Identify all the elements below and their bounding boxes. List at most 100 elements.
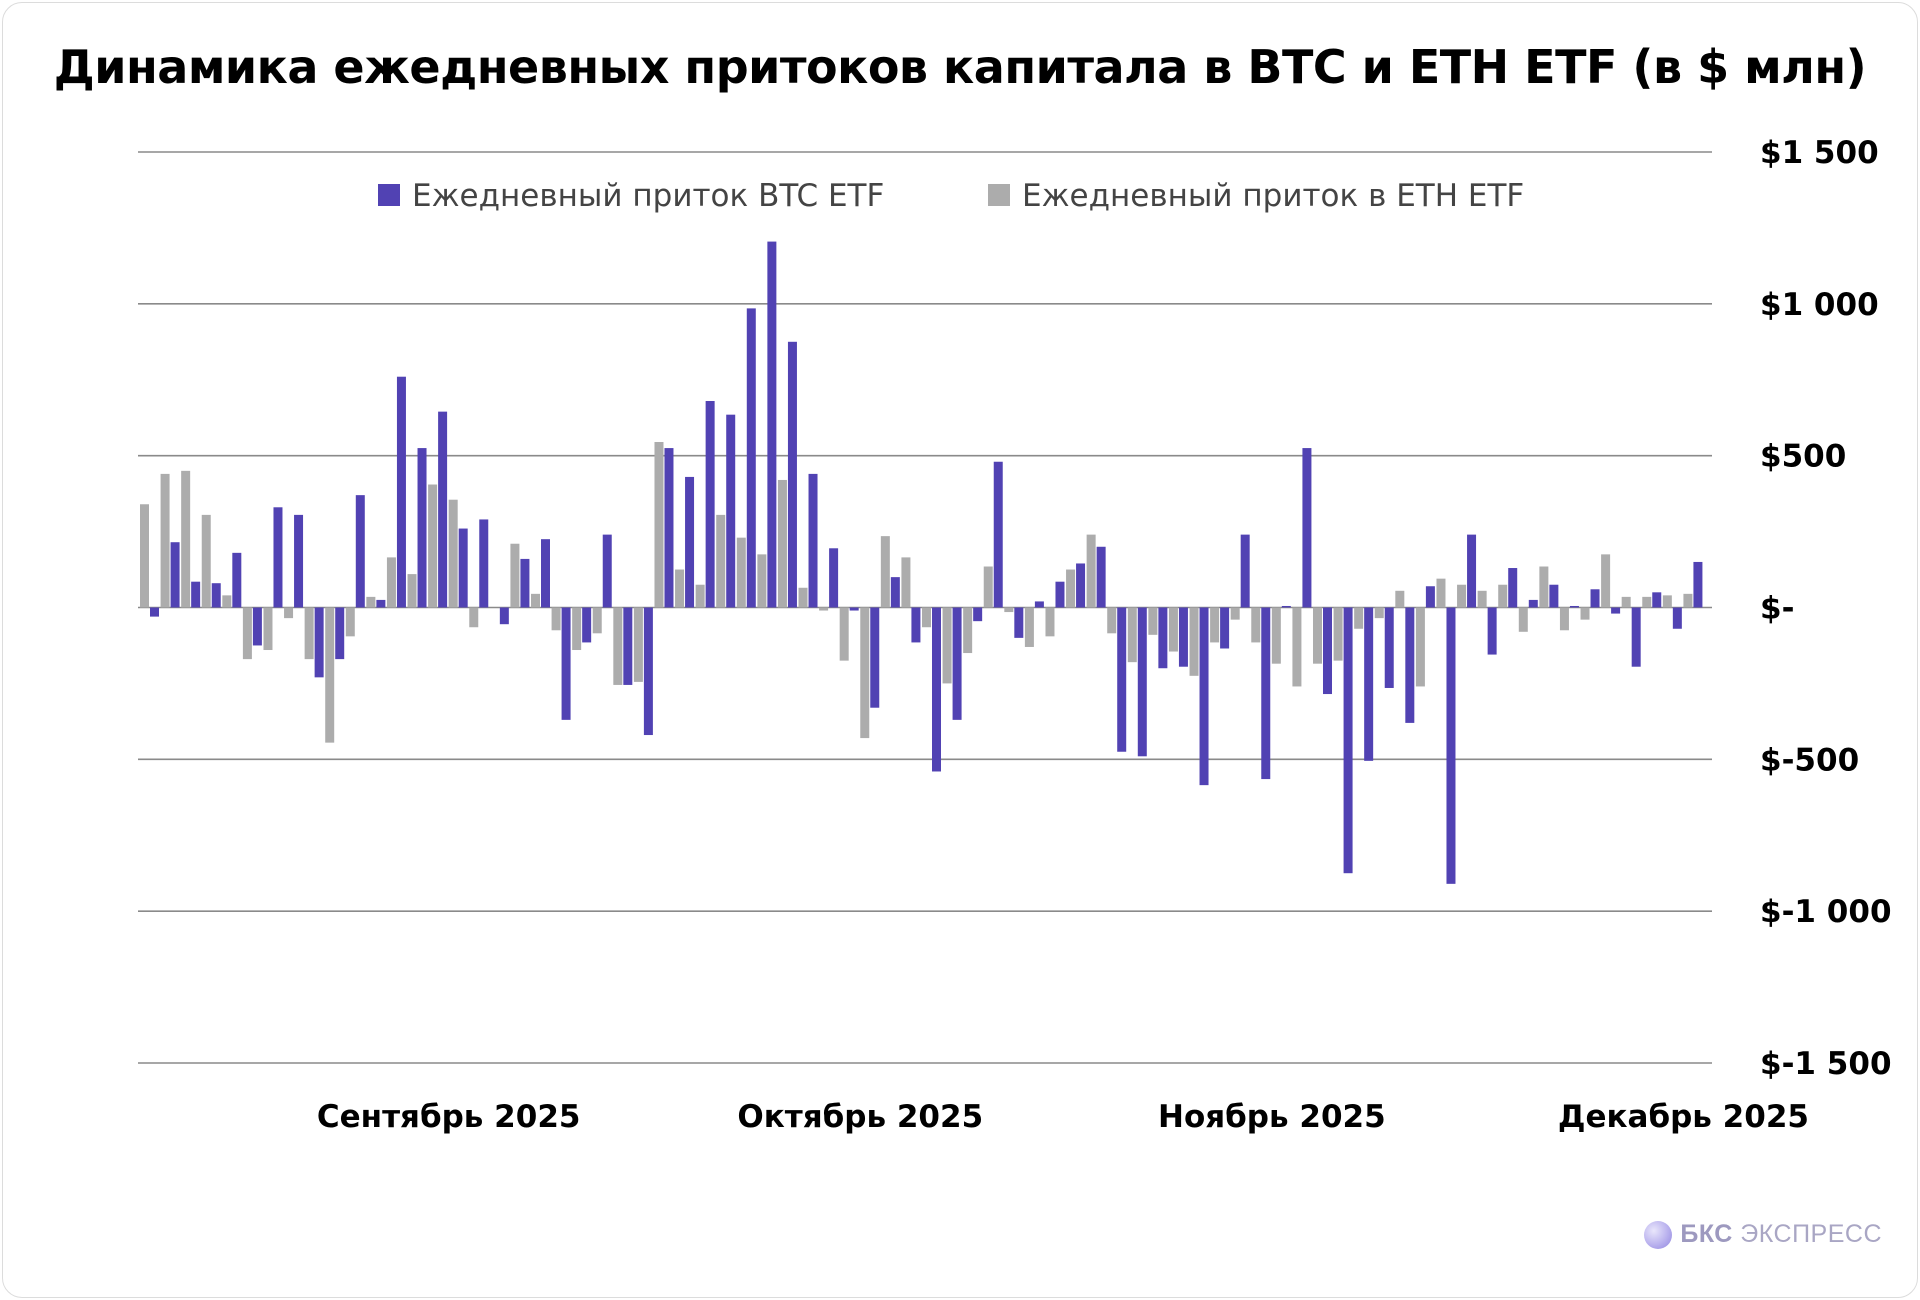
eth-bar: [1477, 590, 1487, 608]
btc-bar: [1178, 607, 1188, 667]
btc-bar: [376, 599, 386, 608]
eth-bar: [633, 607, 643, 682]
btc-bar: [1158, 607, 1168, 669]
btc-bar: [520, 558, 530, 608]
eth-bar: [1148, 607, 1158, 635]
btc-bar: [1446, 607, 1456, 884]
eth-bar: [736, 537, 746, 608]
btc-bar: [582, 607, 592, 643]
y-tick-label: $1 000: [1760, 287, 1879, 323]
eth-bar: [675, 569, 685, 608]
btc-bar: [541, 539, 550, 608]
btc-bar: [602, 534, 612, 608]
eth-bar: [860, 607, 870, 739]
eth-bar: [1168, 607, 1178, 652]
btc-bar: [1672, 607, 1682, 629]
x-tick-label: Сентябрь 2025: [317, 1099, 581, 1135]
y-tick-label: $1 500: [1760, 135, 1879, 171]
eth-bar: [1292, 607, 1302, 687]
btc-bar: [499, 607, 509, 625]
btc-bar: [561, 607, 571, 720]
eth-bar: [1210, 607, 1220, 643]
eth-bar: [880, 536, 890, 608]
eth-bar: [1415, 607, 1425, 687]
eth-bar: [983, 566, 993, 608]
btc-bar: [294, 514, 304, 608]
eth-bar: [1313, 607, 1322, 664]
btc-bar: [355, 495, 365, 608]
btc-bar: [829, 548, 839, 608]
eth-bar: [572, 607, 582, 651]
btc-bar: [479, 519, 489, 608]
btc-bar: [993, 461, 1003, 608]
btc-bar: [1137, 607, 1147, 757]
btc-bar: [1117, 607, 1127, 752]
btc-bar: [643, 607, 653, 736]
btc-bar: [1611, 607, 1621, 614]
btc-bar: [1199, 607, 1209, 786]
btc-bar: [1302, 448, 1312, 608]
legend-eth-swatch: [988, 184, 1010, 206]
y-tick-label: $500: [1760, 439, 1846, 475]
legend-btc-label: Ежедневный приток BTC ETF: [412, 178, 884, 214]
btc-bar: [1096, 546, 1106, 608]
eth-bar: [201, 514, 211, 608]
eth-bar: [1271, 607, 1281, 664]
eth-bar: [284, 607, 294, 619]
btc-bar: [767, 241, 777, 608]
btc-bar: [1323, 607, 1332, 695]
eth-bar: [654, 442, 664, 608]
eth-bar: [345, 607, 355, 637]
btc-bar: [746, 308, 756, 608]
btc-bar: [1528, 599, 1538, 608]
eth-bar: [716, 514, 726, 608]
eth-bar: [1004, 607, 1014, 613]
eth-bar: [1457, 584, 1467, 608]
brand-logo: БКС ЭКСПРЕСС: [1644, 1220, 1882, 1249]
btc-bar: [417, 448, 427, 608]
eth-bar: [222, 595, 232, 608]
eth-bar: [1436, 578, 1446, 608]
btc-bar: [1405, 607, 1415, 723]
chart-title: Динамика ежедневных притоков капитала в …: [53, 40, 1867, 94]
eth-bar: [181, 470, 191, 608]
eth-bar: [325, 607, 335, 743]
btc-bar: [1425, 586, 1435, 608]
btc-bar: [438, 411, 448, 608]
btc-bar: [1076, 563, 1086, 608]
btc-bar: [1549, 584, 1559, 608]
btc-bar: [932, 607, 941, 772]
eth-bar: [798, 587, 808, 608]
btc-bar: [335, 607, 345, 660]
eth-bar: [1189, 607, 1199, 676]
y-tick-label: $-1 500: [1760, 1046, 1892, 1082]
x-tick-label: Октябрь 2025: [737, 1099, 983, 1135]
btc-bar: [1487, 607, 1497, 655]
btc-bar: [150, 607, 159, 617]
eth-bar: [1601, 554, 1611, 608]
logo-brand: БКС: [1680, 1220, 1733, 1248]
eth-bar: [592, 607, 602, 634]
eth-bar: [1024, 607, 1034, 647]
eth-bar: [1127, 607, 1137, 663]
btc-bar: [211, 583, 221, 608]
eth-bar: [531, 593, 540, 608]
eth-bar: [448, 499, 458, 608]
eth-bar: [1395, 590, 1405, 608]
eth-bar: [819, 607, 829, 611]
btc-bar: [849, 607, 859, 611]
btc-bar: [170, 542, 180, 608]
btc-bar: [1384, 607, 1394, 688]
eth-bar: [551, 607, 561, 631]
eth-bar: [386, 557, 396, 608]
eth-bar: [407, 574, 417, 608]
y-tick-label: $-1 000: [1760, 894, 1892, 930]
btc-bar: [1343, 607, 1353, 874]
eth-bar: [901, 557, 911, 608]
eth-bar: [757, 554, 767, 608]
eth-bar: [1642, 596, 1652, 608]
eth-bar: [942, 607, 952, 684]
eth-bar: [1683, 593, 1693, 608]
btc-bar: [1281, 605, 1291, 608]
eth-bar: [1354, 607, 1364, 629]
